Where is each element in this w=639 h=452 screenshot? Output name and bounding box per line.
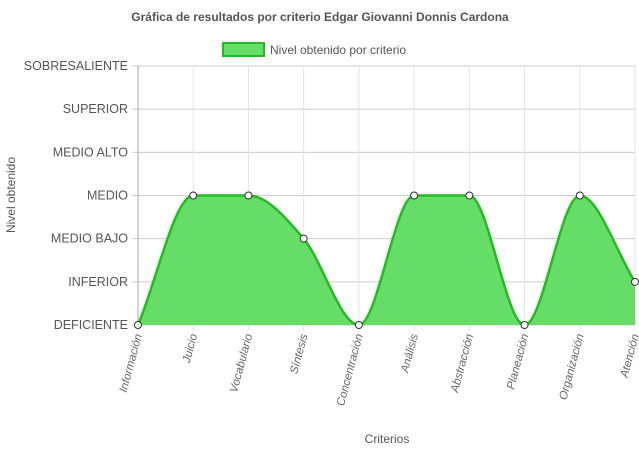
x-tick-label: Vocabulario — [228, 332, 255, 394]
data-point[interactable] — [244, 191, 253, 200]
x-tick-label: Atención — [618, 333, 639, 380]
x-axis-ticks: Información Juicio Vocabulario Síntesis Conc… — [118, 332, 639, 407]
legend[interactable]: Nivel obtenido por criterio — [222, 42, 406, 57]
y-tick-label: INFERIOR — [68, 275, 128, 289]
y-tick-label: SUPERIOR — [63, 102, 128, 116]
x-tick-label: Planeación — [505, 333, 531, 391]
legend-swatch — [222, 42, 265, 57]
legend-label: Nivel obtenido por criterio — [270, 43, 406, 57]
x-tick-label: Juicio — [181, 332, 201, 365]
x-tick-label: Síntesis — [288, 332, 310, 375]
x-tick-label: Organización — [558, 333, 587, 402]
y-tick-label: MEDIO BAJO — [51, 232, 128, 246]
data-point[interactable] — [631, 277, 639, 286]
y-axis-title: Nivel obtenido — [4, 157, 18, 233]
data-point[interactable] — [520, 321, 529, 329]
data-points — [134, 191, 639, 329]
y-tick-label: MEDIO — [87, 189, 128, 203]
data-point[interactable] — [189, 191, 198, 200]
y-axis-ticks: DEFICIENTE INFERIOR MEDIO BAJO MEDIO MEDIO A… — [24, 59, 128, 332]
x-tick-label: Concentración — [335, 333, 366, 408]
x-tick-label: Análisis — [399, 332, 421, 375]
data-point[interactable] — [465, 191, 474, 200]
x-tick-label: Información — [118, 333, 145, 394]
data-point[interactable] — [575, 191, 584, 200]
series — [136, 194, 637, 327]
x-axis-title: Criterios — [365, 432, 410, 446]
series-line — [136, 194, 637, 327]
x-tick-label: Abstracción — [449, 333, 476, 395]
y-tick-label: SOBRESALIENTE — [24, 59, 128, 73]
data-point[interactable] — [134, 321, 142, 329]
y-tick-label: MEDIO ALTO — [53, 145, 129, 159]
chart-title: Gráfica de resultados por criterio Edgar… — [131, 10, 509, 24]
data-point[interactable] — [299, 234, 308, 243]
data-point[interactable] — [354, 321, 363, 329]
data-point[interactable] — [410, 191, 419, 200]
y-tick-label: DEFICIENTE — [54, 318, 128, 332]
